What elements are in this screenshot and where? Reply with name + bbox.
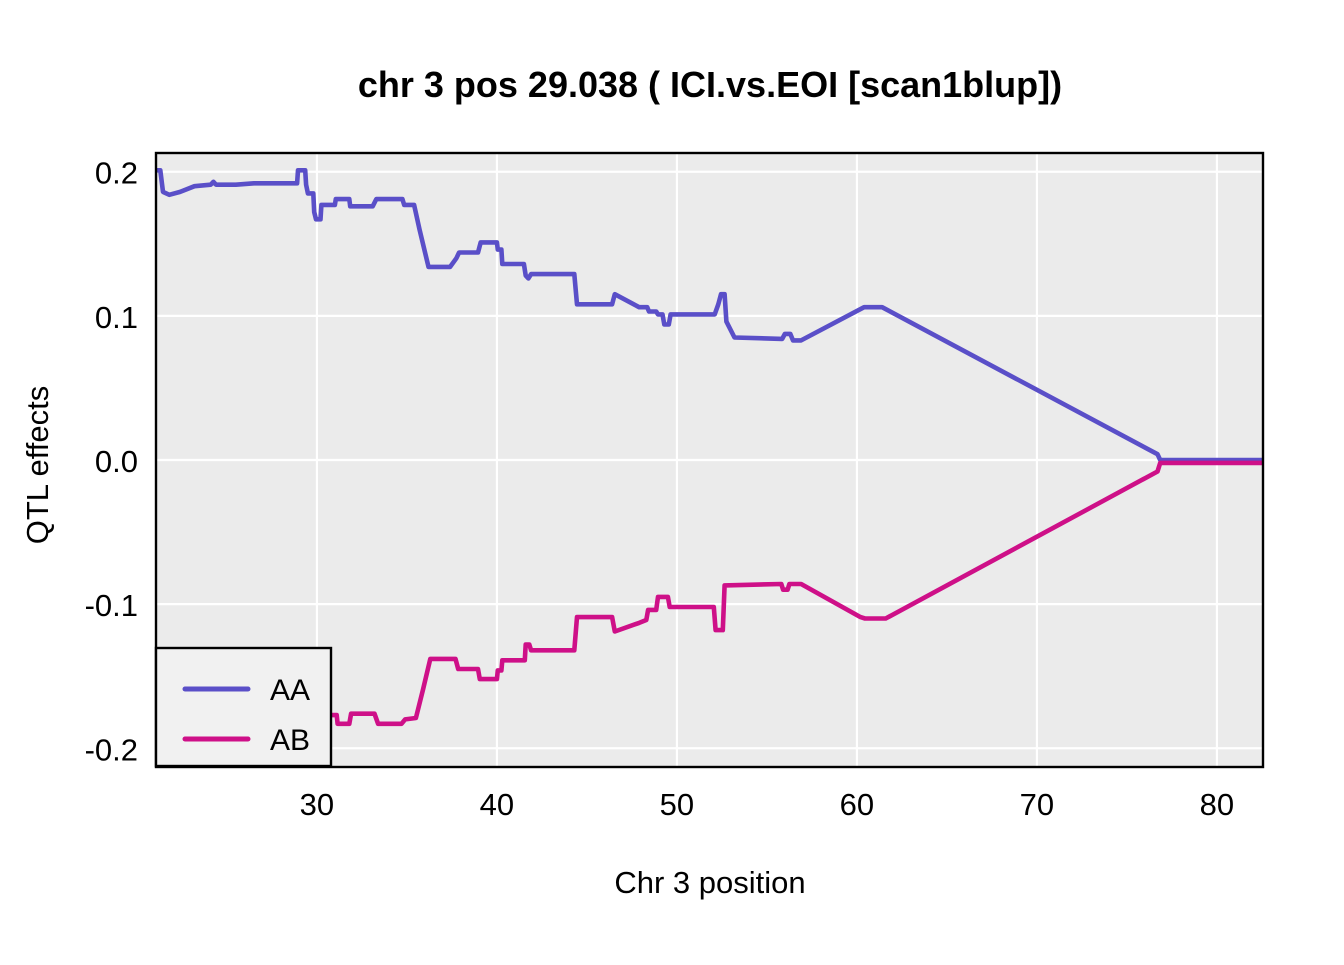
y-tick-label-0.2: 0.2	[95, 156, 138, 191]
legend-label-ab: AB	[270, 724, 310, 757]
legend-box	[154, 646, 333, 768]
x-axis-label: Chr 3 position	[614, 865, 805, 900]
series-line-AA	[156, 168, 1263, 463]
x-tick-label-70: 70	[1020, 787, 1054, 822]
x-tick-label-40: 40	[480, 787, 514, 822]
legend: AA AB	[154, 646, 333, 768]
grid-layer	[156, 153, 1263, 767]
y-tick-label--0.1: -0.1	[85, 588, 138, 623]
y-tick-label-0.0: 0.0	[95, 444, 138, 479]
x-tick-label-50: 50	[660, 787, 694, 822]
y-tick-label--0.2: -0.2	[85, 732, 138, 767]
y-axis-label: QTL effects	[20, 386, 55, 545]
y-tick-labels: 0.2 0.1 0.0 -0.1 -0.2	[85, 156, 138, 768]
panel-border	[154, 151, 1265, 769]
legend-label-aa: AA	[270, 674, 310, 707]
y-tick-label-0.1: 0.1	[95, 300, 138, 335]
x-tick-label-30: 30	[300, 787, 334, 822]
x-tick-label-60: 60	[840, 787, 874, 822]
x-tick-labels: 30 40 50 60 70 80	[300, 787, 1234, 822]
x-tick-label-80: 80	[1200, 787, 1234, 822]
plot-title: chr 3 pos 29.038 ( ICI.vs.EOI [scan1blup…	[358, 64, 1062, 105]
